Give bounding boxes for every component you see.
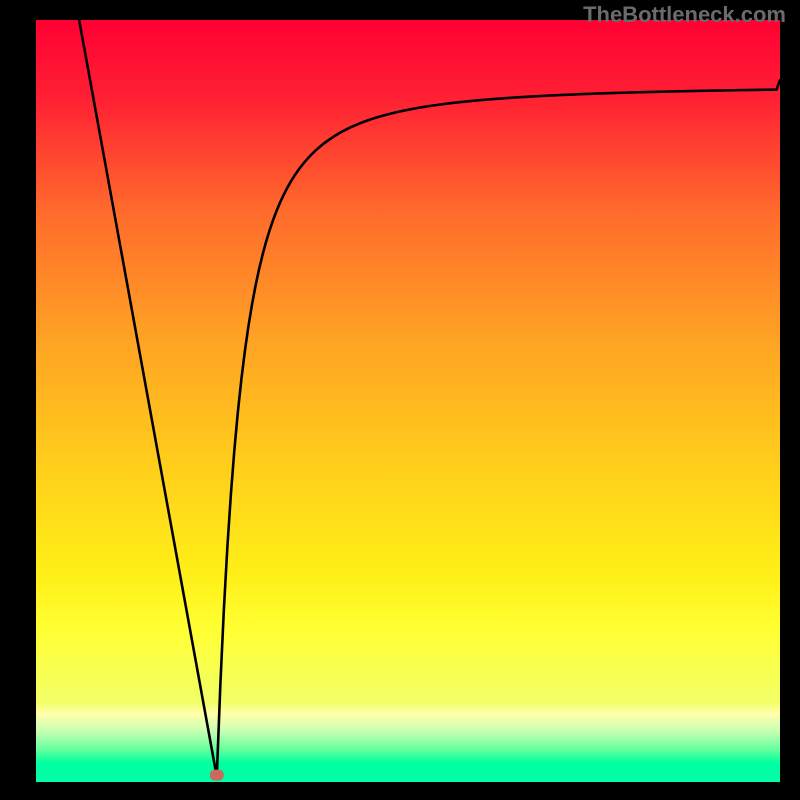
watermark-text: TheBottleneck.com: [583, 2, 786, 28]
minimum-marker: [210, 770, 224, 781]
chart-stage: TheBottleneck.com: [0, 0, 800, 800]
chart-svg: [0, 0, 800, 800]
